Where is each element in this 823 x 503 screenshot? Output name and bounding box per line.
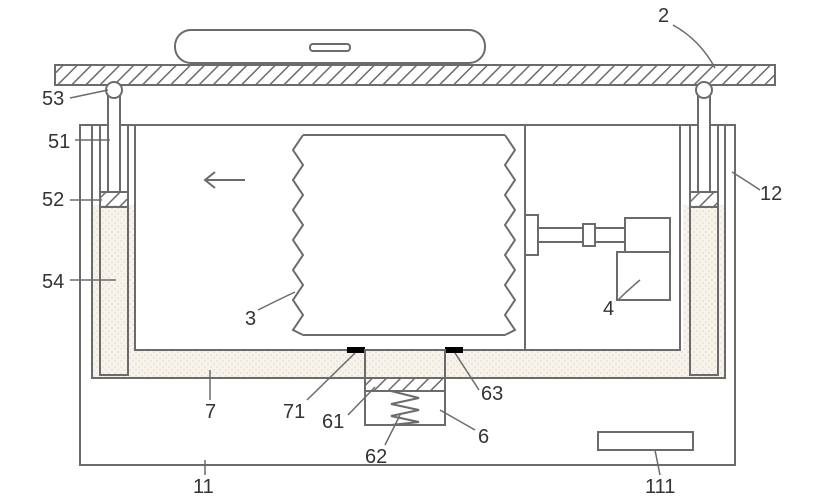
bottom-piston — [365, 378, 445, 391]
technical-diagram: 2 53 51 52 54 12 3 4 7 71 63 61 62 6 11 … — [0, 0, 823, 503]
top-plate — [55, 65, 775, 85]
label-6: 6 — [478, 426, 489, 448]
label-63: 63 — [481, 383, 503, 405]
label-51: 51 — [48, 131, 70, 153]
left-rod — [108, 95, 120, 192]
label-3: 3 — [245, 308, 256, 330]
label-62: 62 — [365, 446, 387, 468]
top-object-slot — [310, 44, 350, 51]
right-ball — [696, 82, 712, 98]
label-4: 4 — [603, 298, 614, 320]
top-object — [175, 30, 485, 63]
label-61: 61 — [322, 411, 344, 433]
right-piston — [690, 192, 718, 207]
inner-chamber — [135, 125, 680, 350]
label-12: 12 — [760, 183, 782, 205]
label-2: 2 — [658, 5, 669, 27]
right-rod — [698, 95, 710, 192]
label-7: 7 — [205, 401, 216, 423]
label-54: 54 — [42, 271, 64, 293]
bottom-right-box — [598, 432, 693, 450]
label-52: 52 — [42, 189, 64, 211]
label-11: 11 — [193, 476, 214, 498]
bottom-chamber-fill — [366, 351, 444, 378]
left-ball — [106, 82, 122, 98]
left-piston — [100, 192, 128, 207]
label-71: 71 — [283, 401, 305, 423]
label-53: 53 — [42, 88, 64, 110]
label-111: 111 — [645, 476, 675, 498]
